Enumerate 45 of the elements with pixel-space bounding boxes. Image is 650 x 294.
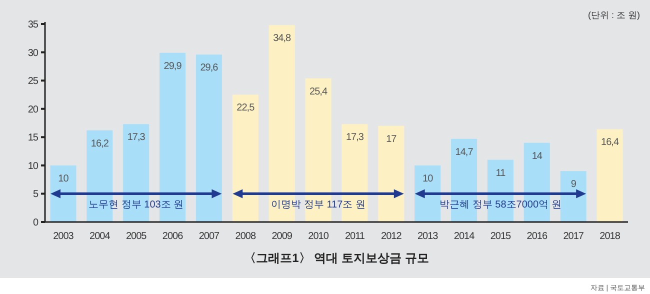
x-tick-label: 2003 xyxy=(53,231,74,242)
x-tick-label: 2008 xyxy=(235,231,256,242)
x-tick-label: 2009 xyxy=(272,231,293,242)
x-tick-label: 2005 xyxy=(126,231,148,242)
y-tick-label: 30 xyxy=(28,48,39,59)
data-label: 34,8 xyxy=(273,33,292,44)
annotation: 박근혜 정부 58조7000억 원 xyxy=(440,200,562,211)
data-label: 9 xyxy=(570,179,577,190)
y-tick-label: 15 xyxy=(28,132,39,144)
data-label: 29,9 xyxy=(164,60,182,72)
data-label: 17 xyxy=(386,134,398,145)
text: (단위 : 조 원) xyxy=(588,10,640,20)
x-tick-label: 2013 xyxy=(417,231,439,242)
x-tick-label: 2016 xyxy=(526,231,548,242)
y-tick-label: 20 xyxy=(28,104,39,116)
annotation: 노무현 정부 103조 원 xyxy=(88,200,184,211)
x-tick-label: 2007 xyxy=(198,231,220,242)
x-tick-label: 2012 xyxy=(381,231,402,242)
x-tick-label: 2014 xyxy=(454,231,476,242)
x-tick-label: 2011 xyxy=(344,231,366,242)
x-tick-label: 2006 xyxy=(162,231,184,242)
y-tick-label: 5 xyxy=(32,189,39,200)
data-label: 14 xyxy=(532,150,543,162)
x-tick-label: 2017 xyxy=(563,231,584,242)
x-tick-label: 2004 xyxy=(90,231,111,242)
x-tick-label: 2015 xyxy=(490,231,512,242)
x-tick-label: 2018 xyxy=(600,231,621,242)
text: 〈그래프1〉 역대 토지보상금 규모 xyxy=(244,251,429,265)
data-label: 17,3 xyxy=(346,132,364,144)
data-label: 14,7 xyxy=(455,146,474,158)
y-tick-label: 35 xyxy=(28,20,39,30)
x-tick-label: 2010 xyxy=(308,231,330,242)
y-tick-label: 0 xyxy=(32,218,39,228)
data-label: 17,3 xyxy=(127,132,146,144)
data-label: 22,5 xyxy=(236,102,256,114)
data-label: 10 xyxy=(58,173,70,184)
y-tick-label: 10 xyxy=(28,160,39,172)
data-label: 16,4 xyxy=(601,137,620,148)
data-label: 11 xyxy=(496,168,506,179)
data-label: 16,2 xyxy=(90,138,110,150)
data-label: 29,6 xyxy=(200,62,219,74)
annotation: 이명박 정부 117조 원 xyxy=(271,200,366,211)
y-tick-label: 25 xyxy=(28,76,39,88)
data-label: 10 xyxy=(422,173,434,184)
data-label: 25,4 xyxy=(310,86,328,98)
